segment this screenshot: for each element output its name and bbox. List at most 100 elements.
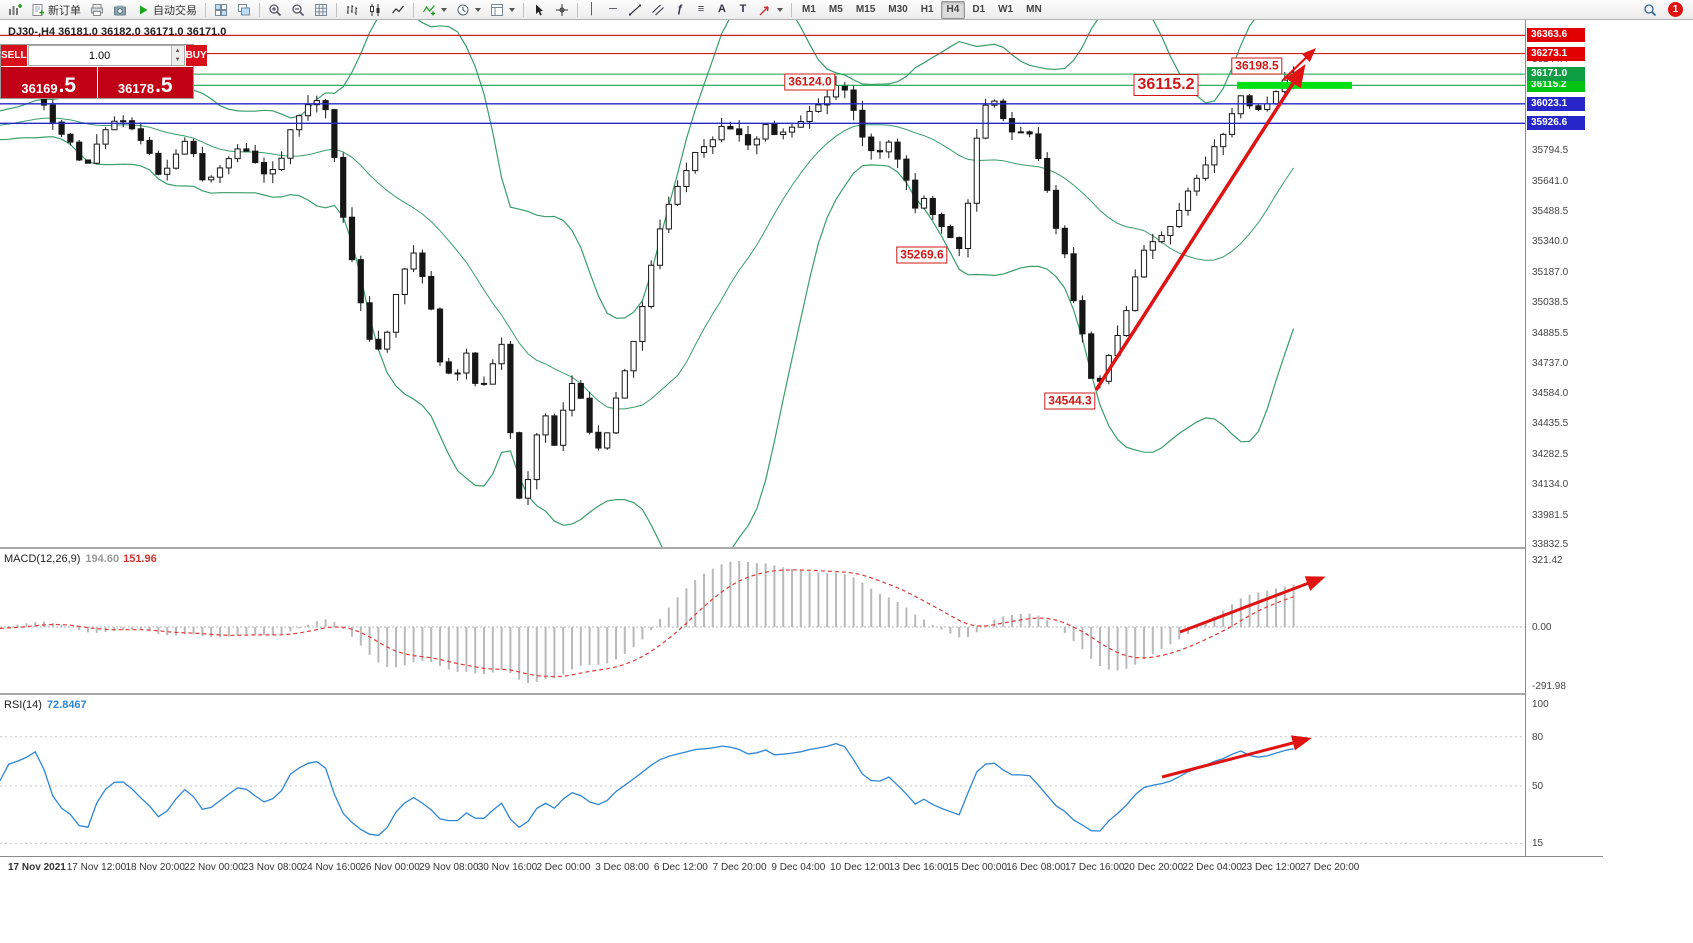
price-badge: 36171.0 [1527,67,1585,82]
time-axis-label: 17 Nov 2021 [8,862,66,873]
bar-chart-icon [346,4,358,15]
period-button-m1[interactable]: M1 [802,4,816,15]
trendline-tool-button[interactable] [624,1,646,19]
main-price-chart[interactable] [0,20,1525,547]
new-chart-button[interactable] [4,1,26,19]
toolbar-separator [413,2,414,17]
cursor-tool-button[interactable] [528,1,550,19]
panel-splitter[interactable] [0,547,1603,549]
new-chart-icon [9,3,22,15]
search-button[interactable] [1639,1,1661,19]
volume-spinner: ▲ ▼ [170,46,184,65]
bollinger-middle-band [0,117,1295,410]
rsi-indicator-chart[interactable] [0,695,1525,856]
indicators-button[interactable] [418,1,451,19]
volume-decrease-button[interactable]: ▼ [171,55,184,65]
period-button-m5[interactable]: M5 [828,4,843,15]
dropdown-caret-icon [777,7,783,12]
rsi-indicator-label: RSI(14) 72.8467 [4,699,87,711]
crosshair-tool-button[interactable] [551,1,573,19]
buy-price[interactable]: 36178.5 [97,67,193,98]
macd-name: MACD(12,26,9) [4,553,81,565]
new-order-icon [32,3,44,16]
notification-badge[interactable]: 1 [1668,2,1683,17]
text-tool-button[interactable]: A [718,3,726,15]
tile-windows-button[interactable] [210,1,232,19]
panel-splitter[interactable] [0,693,1603,695]
macd-indicator-label: MACD(12,26,9) 194.60 151.96 [4,553,157,565]
period-button-d1[interactable]: D1 [972,4,986,15]
price-tick-label: 35187.0 [1532,267,1569,279]
templates-button[interactable] [486,1,519,19]
toolbar-separator [336,2,337,17]
macd-signal-value: 151.96 [123,553,157,565]
sell-button[interactable]: SELL [1,45,27,66]
price-badge: 36273.1 [1527,46,1585,61]
label-tool-button[interactable]: T [739,3,747,15]
price-tick-label: 34435.5 [1532,418,1569,430]
price-annotation[interactable]: 34544.3 [1044,392,1096,410]
time-axis-label: 30 Nov 16:00 [477,862,538,873]
sell-price-pips: .5 [58,74,77,98]
trendline-icon [629,4,641,15]
zoom-in-button[interactable] [264,1,286,19]
play-icon [140,5,148,14]
period-button-w1[interactable]: W1 [998,4,1014,15]
sell-price[interactable]: 36169.5 [1,67,97,98]
timeframes-menu-button[interactable] [452,1,485,19]
arrows-tool-button[interactable] [754,1,787,19]
price-annotation[interactable]: 36115.2 [1133,74,1199,96]
search-icon [1644,3,1657,16]
new-order-button[interactable]: 新订单 [27,1,85,19]
autotrading-label: 自动交易 [153,4,197,17]
time-axis-label: 15 Dec 00:00 [947,862,1008,873]
volume-input[interactable] [28,46,171,65]
price-tick-label: 35340.0 [1532,236,1569,248]
lines-list-button[interactable]: ≡ [697,3,705,15]
indicators-icon [422,4,435,15]
buy-button[interactable]: BUY [185,45,207,66]
macd-signal-line [0,569,1294,678]
line-chart-type-button[interactable] [387,1,409,19]
arrange-windows-button[interactable] [310,1,332,19]
bar-chart-type-button[interactable] [341,1,363,19]
volume-increase-button[interactable]: ▲ [171,46,184,56]
chart-screenshot-button[interactable] [109,1,131,19]
toolbar-separator [523,2,524,17]
price-tick-label: 34584.0 [1532,388,1569,400]
time-axis-label: 3 Dec 08:00 [595,862,650,873]
time-axis-label: 18 Nov 20:00 [125,862,185,873]
buy-price-main: 36178 [117,81,155,96]
bollinger-lower-band [0,136,1295,547]
period-button-h4[interactable]: H4 [940,0,966,19]
time-axis-label: 7 Dec 20:00 [712,862,767,873]
candle-chart-type-button[interactable] [364,1,386,19]
cascade-windows-button[interactable] [233,1,255,19]
period-button-mn[interactable]: MN [1026,4,1042,15]
macd-main-value: 194.60 [85,553,120,565]
zoom-out-button[interactable] [287,1,309,19]
price-annotation[interactable]: 36198.5 [1231,57,1283,75]
volume-field: ▲ ▼ [27,45,185,66]
horizontal-line-tool-button[interactable]: ─ [609,3,617,15]
fibonacci-tool-button[interactable]: ƒ [676,3,684,15]
toolbar-separator [791,2,792,17]
price-badge: 36363.6 [1527,28,1585,43]
zoom-out-icon [292,3,305,16]
time-axis-label: 29 Nov 08:00 [419,862,479,873]
price-annotation[interactable]: 36124.0 [784,73,836,91]
period-button-h1[interactable]: H1 [920,4,934,15]
time-axis-label: 20 Dec 20:00 [1123,862,1184,873]
time-axis-label: 23 Nov 08:00 [242,862,303,873]
macd-indicator-chart[interactable] [0,549,1525,693]
period-button-m15[interactable]: M15 [855,4,876,15]
price-axis[interactable]: 36244.435794.535641.035488.535340.035187… [1525,20,1603,882]
time-axis-label: 23 Dec 12:00 [1241,862,1301,873]
period-button-m30[interactable]: M30 [888,4,908,15]
print-button[interactable] [86,1,108,19]
time-axis[interactable]: 17 Nov 2021 17 Nov 12:00 18 Nov 20:00 22 No… [0,856,1603,882]
price-annotation[interactable]: 35269.6 [896,246,948,264]
autotrading-button[interactable]: 自动交易 [132,1,201,19]
vertical-line-tool-button[interactable]: │ [588,3,596,15]
channel-tool-button[interactable] [647,1,669,19]
